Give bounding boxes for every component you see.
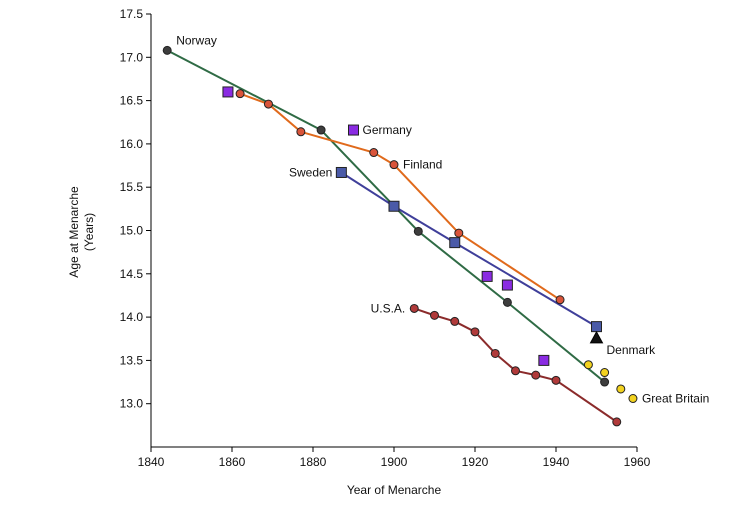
norway-point: [413, 226, 423, 236]
y-axis-title-line-1: Age at Menarche: [67, 186, 81, 278]
u-s-a-point: [531, 370, 541, 380]
y-tick-label: 16.5: [120, 94, 144, 108]
u-s-a-point: [511, 366, 520, 376]
great-britain-label: Great Britain: [642, 392, 709, 406]
series-markers: [162, 45, 638, 427]
norway-point: [502, 297, 512, 307]
y-axis-title-line-2: (Years): [82, 213, 96, 251]
y-tick-label: 17.5: [120, 7, 144, 21]
u-s-a-label: U.S.A.: [371, 301, 406, 315]
plot-area: [151, 14, 637, 447]
x-tick-label: 1900: [381, 455, 408, 469]
finland-point: [454, 228, 464, 238]
sweden-point: [591, 321, 602, 333]
norway-point: [316, 125, 326, 135]
x-tick-label: 1940: [543, 455, 570, 469]
finland-point: [263, 99, 273, 109]
great-britain-point: [628, 394, 638, 404]
x-tick-label: 1960: [624, 455, 651, 469]
norway-label: Norway: [176, 33, 217, 47]
u-s-a-point: [409, 303, 419, 313]
finland-point: [555, 295, 565, 305]
u-s-a-point: [470, 327, 480, 337]
u-s-a-point: [551, 375, 561, 385]
x-tick-label: 1920: [462, 455, 489, 469]
finland-point: [369, 148, 379, 158]
germany-point: [222, 86, 234, 98]
y-tick-label: 14.0: [120, 310, 144, 324]
x-tick-label: 1880: [300, 455, 327, 469]
germany-point: [501, 279, 513, 291]
sweden-point: [449, 237, 461, 249]
y-tick-label: 16.0: [120, 137, 144, 151]
u-s-a-point: [430, 310, 439, 320]
great-britain-point: [616, 384, 626, 394]
finland-point: [235, 89, 245, 99]
u-s-a-point: [612, 417, 622, 427]
y-tick-label: 13.5: [120, 353, 144, 367]
x-axis-title: Year of Menarche: [347, 483, 442, 497]
sweden-line: [340, 171, 598, 328]
norway-point: [600, 377, 610, 387]
germany-point: [538, 354, 550, 366]
x-tick-label: 1860: [219, 455, 246, 469]
norway-point: [162, 45, 172, 55]
axes: 1840 1860 1880 1900 1920 1940 1960 13.0 13.5 14.0…: [120, 7, 651, 469]
u-s-a-point: [450, 316, 460, 326]
u-s-a-point: [490, 348, 500, 358]
sweden-label: Sweden: [289, 165, 332, 179]
y-tick-label: 15.0: [120, 224, 144, 238]
y-tick-label: 14.5: [120, 267, 144, 281]
y-tick-label: 13.0: [120, 397, 144, 411]
finland-point: [296, 127, 306, 137]
germany-point: [481, 270, 493, 282]
germany-label: Germany: [363, 123, 412, 137]
sweden-point: [388, 200, 400, 212]
great-britain-point: [583, 360, 593, 370]
finland-label: Finland: [403, 158, 442, 172]
y-tick-label: 17.0: [120, 50, 144, 64]
finland-point: [389, 160, 399, 170]
denmark-label: Denmark: [607, 343, 657, 357]
germany-point: [348, 124, 359, 136]
great-britain-point: [600, 368, 610, 378]
sweden-point: [335, 166, 347, 178]
series-labels: Norway Germany Finland Sweden U.S.A. Denmark G…: [176, 33, 709, 405]
denmark-point: [589, 330, 604, 344]
x-tick-label: 1840: [138, 455, 165, 469]
y-tick-label: 15.5: [120, 180, 144, 194]
